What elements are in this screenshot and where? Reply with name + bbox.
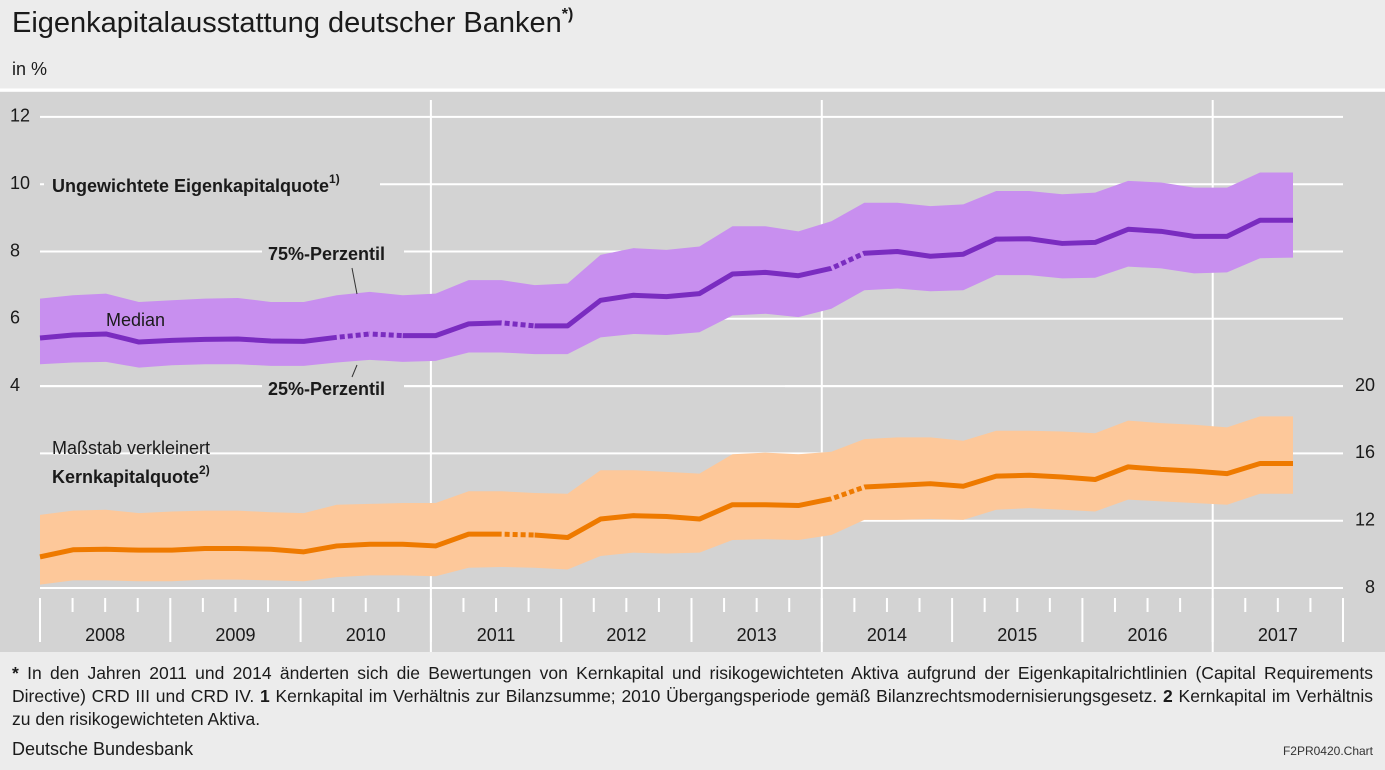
scale-note: Maßstab verkleinert — [52, 438, 210, 458]
x-tick-label: 2014 — [867, 625, 907, 645]
x-tick-label: 2011 — [477, 625, 516, 645]
y-tick-label: 12 — [10, 106, 30, 126]
transition-dash — [830, 484, 866, 502]
x-tick-label: 2008 — [85, 625, 125, 645]
footnote: * In den Jahren 2011 und 2014 änderten s… — [12, 662, 1373, 731]
leader-line — [351, 364, 358, 378]
chart-title: Eigenkapitalausstattung deutscher Banken… — [12, 6, 573, 38]
footnote-part: In den Jahren 2011 und 2014 änderten sic… — [12, 663, 1373, 706]
label-background — [44, 172, 380, 200]
y2-tick-label: 20 — [1355, 375, 1375, 395]
group-label-note: 1) — [329, 172, 340, 186]
footnote-part: 2 — [1163, 686, 1173, 706]
group-label-text: Kernkapitalquote — [52, 467, 199, 487]
chart: Eigenkapitalausstattung deutscher Banken… — [0, 6, 1385, 652]
leader-line — [351, 267, 358, 295]
chart-code: F2PR0420.Chart — [1282, 744, 1373, 758]
transition-dash — [369, 330, 403, 339]
transition-dash — [501, 319, 535, 329]
x-tick-label: 2013 — [737, 625, 777, 645]
group-label: Ungewichtete Eigenkapitalquote1) — [52, 172, 340, 196]
percentile-band — [40, 172, 1293, 368]
group-label: Kernkapitalquote2) — [52, 463, 210, 487]
footnote-part: Kernkapital im Verhältnis zu den risikog… — [12, 686, 1373, 729]
footnote-part: * — [12, 663, 19, 683]
label-background — [262, 377, 404, 403]
x-tick-label: 2009 — [215, 625, 255, 645]
series-label: 75%-Perzentil — [268, 244, 385, 264]
scale-note-text: Maßstab verkleinert — [52, 438, 210, 458]
series-label-text: 25%-Perzentil — [268, 379, 385, 399]
x-tick-label: 2012 — [606, 625, 646, 645]
y-tick-label: 10 — [10, 173, 30, 193]
x-tick-label: 2015 — [997, 625, 1037, 645]
source: Deutsche Bundesbank — [12, 739, 194, 759]
y-tick-label: 6 — [10, 308, 20, 328]
y-tick-label: 8 — [10, 240, 20, 260]
series-label: 25%-Perzentil — [268, 379, 385, 399]
footnote-part: 1 — [259, 686, 270, 706]
series-label-text: Median — [106, 310, 165, 330]
label-background — [262, 242, 404, 268]
y2-tick-label: 16 — [1355, 442, 1375, 462]
series-label: Median — [106, 310, 165, 330]
median-line — [39, 461, 1293, 560]
x-tick-label: 2010 — [346, 625, 386, 645]
subtitle: in % — [12, 59, 47, 79]
series-label-text: 75%-Perzentil — [268, 244, 385, 264]
y2-tick-label: 8 — [1365, 577, 1375, 597]
transition-dash — [336, 330, 371, 341]
x-tick-label: 2016 — [1128, 625, 1168, 645]
title-text: Eigenkapitalausstattung deutscher Banken — [12, 7, 562, 39]
title-note: *) — [562, 6, 574, 23]
percentile-band — [40, 416, 1293, 585]
transition-dash — [501, 531, 535, 539]
x-tick-label: 2017 — [1258, 625, 1298, 645]
y-tick-label: 4 — [10, 375, 20, 395]
footnote-part: Kernkapital im Verhältnis zur Bilanzsumm… — [269, 686, 1164, 706]
y2-tick-label: 12 — [1355, 509, 1375, 529]
median-line — [39, 217, 1293, 345]
group-label-note: 2) — [199, 463, 210, 477]
group-label-text: Ungewichtete Eigenkapitalquote — [52, 176, 329, 196]
transition-dash — [830, 250, 866, 272]
